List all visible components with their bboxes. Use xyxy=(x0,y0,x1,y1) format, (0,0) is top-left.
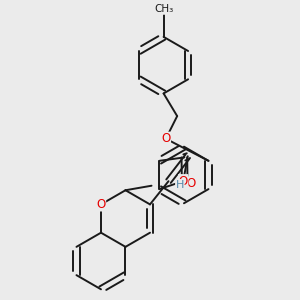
Text: H: H xyxy=(176,180,184,190)
Text: CH₃: CH₃ xyxy=(154,4,173,14)
Text: O: O xyxy=(96,198,106,211)
Text: O: O xyxy=(178,175,188,188)
Text: O: O xyxy=(186,177,196,190)
Text: O: O xyxy=(161,132,170,145)
